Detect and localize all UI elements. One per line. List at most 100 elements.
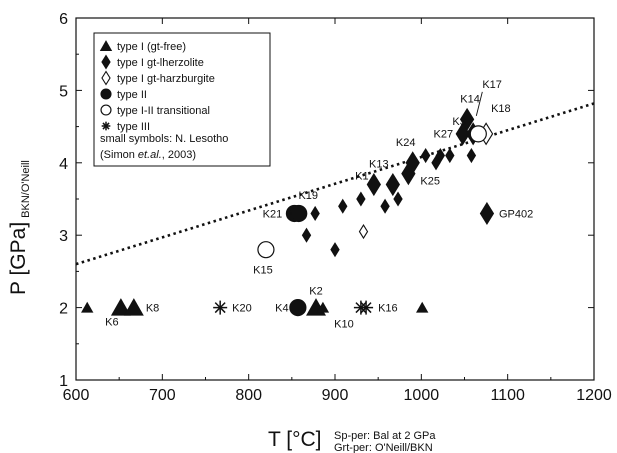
diamond-point xyxy=(466,148,477,164)
point-label-k15: K15 xyxy=(253,265,273,277)
circle-point-k4 xyxy=(289,299,307,317)
axes: 600 700 800 900 1000 1100 1200 1 2 3 4 5 6 xyxy=(59,11,612,404)
legend-label: type I (gt-free) xyxy=(117,41,186,53)
legend-box xyxy=(93,32,271,167)
point-label-k6: K6 xyxy=(105,317,118,329)
diamond-open-point xyxy=(358,224,369,240)
point-label-k1: K1 xyxy=(355,171,368,183)
point-label-k25: K25 xyxy=(420,176,440,188)
legend-label: type III xyxy=(117,121,150,133)
y-tick-label: 5 xyxy=(59,83,68,100)
diamond-point xyxy=(420,148,431,164)
circle-open-point-k17 xyxy=(469,125,487,143)
y-tick-label: 4 xyxy=(59,156,68,173)
y-tick-label: 1 xyxy=(59,373,68,390)
legend-label: type II xyxy=(117,89,147,101)
y-axis-title-group: P [GPa] BKN/O'Neill xyxy=(7,160,32,295)
x-tick-label: 800 xyxy=(235,387,262,404)
triangle-point-k6 xyxy=(110,298,131,316)
legend-label: type I gt-harzburgite xyxy=(117,73,215,85)
legend-circle-open-icon xyxy=(100,104,112,116)
x-tick-label: 600 xyxy=(63,387,90,404)
asterisk-point-k16-stroke xyxy=(360,302,372,314)
legend-label: type I gt-lherzolite xyxy=(117,57,204,69)
diamond-point xyxy=(431,155,441,171)
legend-items: type I (gt-free) type I gt-lherzolite type… xyxy=(99,40,215,133)
point-label-k4: K4 xyxy=(275,303,288,315)
point-label-k13: K13 xyxy=(369,159,389,171)
point-label-k21: K21 xyxy=(263,208,283,220)
diamond-point-gp402 xyxy=(479,201,495,226)
point-label-gp402: GP402 xyxy=(499,208,533,220)
x-axis-note-1: Sp-per: Bal at 2 GPa xyxy=(334,430,436,442)
x-axis-note-2: Grt-per: O'Neill/BKN xyxy=(334,442,433,453)
point-label-k27: K27 xyxy=(434,129,454,141)
y-tick-label: 2 xyxy=(59,301,68,318)
point-label-k17: K17 xyxy=(482,79,502,91)
y-tick-label: 6 xyxy=(59,11,68,28)
legend-citation-pre: (Simon xyxy=(100,149,138,161)
diamond-point-k27 xyxy=(435,148,446,164)
triangle-point xyxy=(316,301,330,313)
legend-asterisk-icon-stroke xyxy=(102,122,110,130)
point-label-k3: K3 xyxy=(452,116,465,128)
x-tick-label: 1000 xyxy=(404,387,440,404)
k17-leader-line xyxy=(475,91,483,116)
y-tick-label: 3 xyxy=(59,228,68,245)
point-label-k20: K20 xyxy=(232,303,252,315)
point-label-k18: K18 xyxy=(491,103,511,115)
circle-open-point-k15 xyxy=(257,241,275,259)
legend-citation-post: , 2003) xyxy=(162,149,196,161)
diamond-point xyxy=(380,198,390,214)
point-label-k14: K14 xyxy=(460,93,480,105)
points-layer xyxy=(81,107,495,317)
legend-diamond-open-icon xyxy=(101,70,111,86)
y-axis-title: P [GPa] BKN/O'Neill xyxy=(7,160,32,295)
point-label-k10: K10 xyxy=(334,319,354,331)
triangle-point xyxy=(81,301,94,313)
point-label-k24: K24 xyxy=(396,137,416,149)
asterisk-point-k20 xyxy=(213,300,228,315)
diamond-point-k14 xyxy=(459,107,475,131)
asterisk-point-k16 xyxy=(359,300,374,315)
x-tick-label: 1100 xyxy=(490,387,525,404)
diamond-point xyxy=(310,205,320,222)
diamond-point-k13 xyxy=(385,172,400,197)
triangle-point-k8 xyxy=(123,298,144,316)
legend-note-citation: (Simon et.al., 2003) xyxy=(100,149,196,161)
diamond-point-k1 xyxy=(366,172,381,197)
diamond-point xyxy=(301,227,312,243)
diamond-point xyxy=(338,198,348,214)
triangle-point xyxy=(416,301,429,313)
point-label-k16: K16 xyxy=(378,303,398,315)
circle-point xyxy=(290,204,308,223)
x-tick-label: 700 xyxy=(149,387,176,404)
point-label-k2: K2 xyxy=(309,286,322,298)
legend-label: type I-II transitional xyxy=(117,105,210,117)
diamond-point-k24 xyxy=(405,151,420,175)
x-tick-label: 900 xyxy=(322,387,349,404)
y-axis-title-main: P [GPa] xyxy=(7,222,30,295)
legend-note-source: small symbols: N. Lesotho xyxy=(100,133,228,145)
legend-asterisk-icon xyxy=(101,121,111,131)
y-axis-title-sub: BKN/O'Neill xyxy=(20,160,32,218)
trend-line xyxy=(75,102,595,266)
legend-diamond-icon xyxy=(101,54,111,70)
legend: type I (gt-free) type I gt-lherzolite type… xyxy=(93,32,271,167)
asterisk-point-k20-stroke xyxy=(214,302,226,314)
legend-triangle-icon xyxy=(99,40,113,52)
point-label-k8: K8 xyxy=(146,303,159,315)
x-tick-label: 1200 xyxy=(576,387,612,404)
point-label-k19: K19 xyxy=(298,190,318,202)
diamond-point xyxy=(393,191,403,207)
diamond-point xyxy=(445,148,455,164)
trend-layer xyxy=(75,102,595,266)
diamond-point xyxy=(356,191,366,207)
legend-circle-icon xyxy=(100,88,112,100)
x-axis-title: T [°C] xyxy=(268,428,322,451)
legend-citation-italic: et.al. xyxy=(138,149,162,161)
diamond-point xyxy=(330,242,340,258)
